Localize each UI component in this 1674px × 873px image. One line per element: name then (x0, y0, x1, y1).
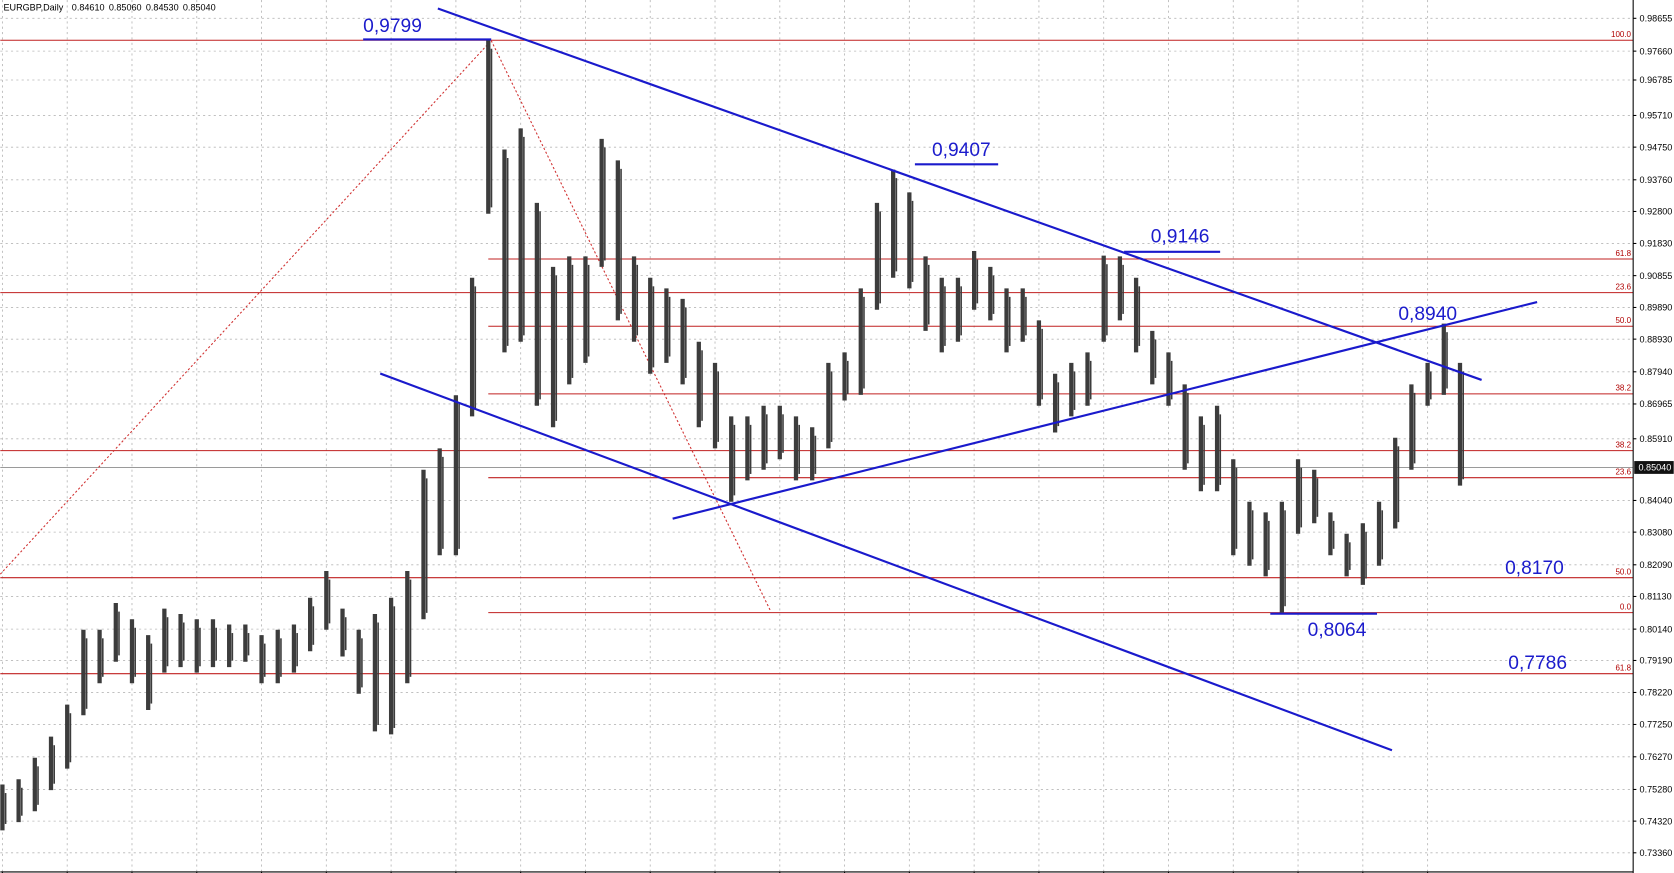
header-value: 0.85060 (109, 3, 142, 13)
y-tick-label: 0.78220 (1640, 688, 1673, 698)
trend-line (379, 372, 1393, 752)
fib-guide (490, 40, 772, 612)
y-tick-label: 0.79190 (1640, 656, 1673, 666)
y-tick-label: 0.91830 (1640, 239, 1673, 249)
fib-guide (0, 40, 492, 575)
fib-label: 100.0 (1611, 30, 1632, 39)
grid (0, 0, 1634, 872)
y-tick-label: 0.76270 (1640, 752, 1673, 762)
trend-line (437, 7, 1482, 381)
y-tick-label: 0.94750 (1640, 142, 1673, 152)
y-tick-label: 0.82090 (1640, 560, 1673, 570)
y-tick-label: 0.95710 (1640, 111, 1673, 121)
price-annotation: 0,9407 (932, 140, 991, 161)
price-annotation: 0,8940 (1398, 304, 1457, 325)
y-tick-label: 0.77250 (1640, 720, 1673, 730)
header-value: 0.85040 (183, 3, 216, 13)
y-tick-label: 0.98655 (1640, 14, 1673, 24)
last-price-box (1634, 461, 1674, 474)
y-tick-label: 0.81130 (1640, 592, 1672, 602)
fib-label: 38.2 (1615, 440, 1631, 449)
fib-label: 50.0 (1615, 567, 1631, 576)
header-value: 0.84530 (146, 3, 179, 13)
fib-label: 50.0 (1615, 316, 1631, 325)
y-tick-label: 0.73360 (1640, 848, 1673, 858)
trend-line (672, 300, 1538, 520)
fib-label: 38.2 (1615, 384, 1631, 393)
header-value: 0.84610 (72, 3, 105, 13)
y-tick-label: 0.90855 (1640, 271, 1673, 281)
price-annotation: 0,9799 (363, 16, 422, 37)
y-tick-label: 0.97660 (1640, 46, 1673, 56)
y-tick-label: 0.80140 (1640, 624, 1673, 634)
y-tick-label: 0.85910 (1640, 434, 1673, 444)
fib-label: 23.6 (1615, 467, 1631, 476)
last-price-label: 0.85040 (1638, 463, 1671, 473)
fib-label: 0.0 (1620, 602, 1632, 611)
price-bars (0, 40, 1465, 831)
symbol: EURGBP,Daily (3, 3, 63, 13)
y-tick-label: 0.86965 (1640, 399, 1673, 409)
axis-labels: 0.98655 0.97660 0.96785 0.95710 0.94750 0.937… (1, 14, 1674, 873)
chart-header: EURGBP,Daily 0.84610 0.85060 0.84530 0.85040 (3, 3, 215, 13)
y-tick-label: 0.88930 (1640, 334, 1673, 344)
y-tick-label: 0.74320 (1640, 816, 1673, 826)
y-tick-label: 0.93760 (1640, 175, 1673, 185)
annotations: 0,9799 0,9407 0,9146 0,8940 0,8170 0,8064 0,77… (363, 16, 1567, 674)
fib-label: 61.8 (1615, 249, 1631, 258)
y-tick-label: 0.96785 (1640, 75, 1673, 85)
price-annotation: 0,9146 (1151, 226, 1210, 247)
y-tick-label: 0.89890 (1640, 303, 1673, 313)
price-annotation: 0,8064 (1308, 620, 1367, 641)
fib-label: 23.6 (1615, 282, 1631, 291)
y-tick-label: 0.75280 (1640, 785, 1673, 795)
y-tick-label: 0.87940 (1640, 367, 1673, 377)
y-tick-label: 0.84040 (1640, 496, 1673, 506)
y-tick-label: 0.83080 (1640, 527, 1673, 537)
fib-label: 61.8 (1615, 663, 1631, 672)
price-annotation: 0,7786 (1508, 653, 1567, 674)
price-annotation: 0,8170 (1505, 558, 1564, 579)
y-tick-label: 0.92800 (1640, 207, 1673, 217)
fib-levels: 100.0 23.6 38.2 50.0 61.8 61.8 50.0 38.2 23.6 0.0 (0, 30, 1634, 675)
